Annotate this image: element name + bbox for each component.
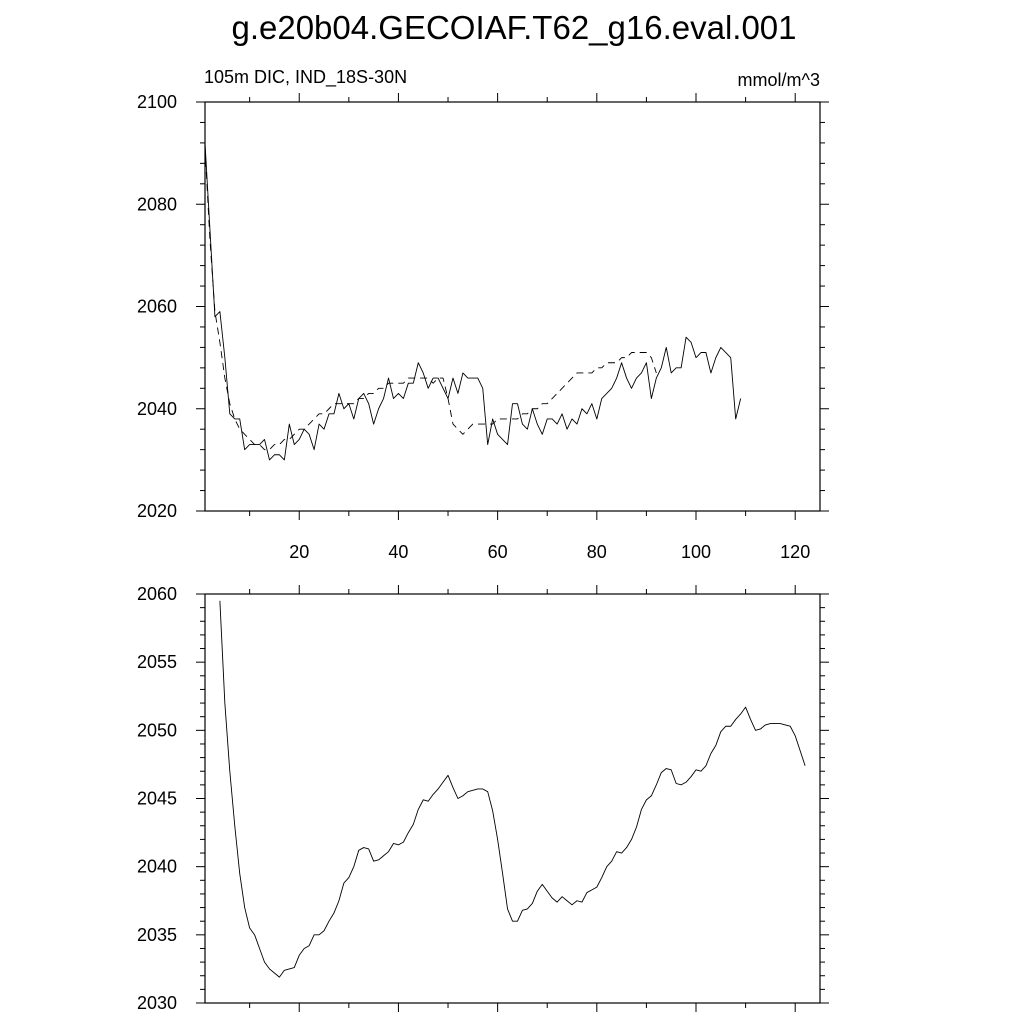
x-tick-label: 100 xyxy=(681,542,711,562)
x-tick-label: 20 xyxy=(289,542,309,562)
y-tick-label: 2080 xyxy=(137,194,177,214)
bottom-panel-lines xyxy=(219,600,806,978)
top-panel-left-label: 105m DIC, IND_18S-30N xyxy=(204,67,407,88)
top-panel: 105m DIC, IND_18S-30N mmol/m^3 202020402… xyxy=(137,67,829,562)
y-tick-label: 2020 xyxy=(137,501,177,521)
y-tick-label: 2040 xyxy=(137,857,177,877)
y-tick-label: 2060 xyxy=(137,297,177,317)
figure-title: g.e20b04.GECOIAF.T62_g16.eval.001 xyxy=(231,9,796,46)
series-line-solid xyxy=(204,142,742,461)
x-tick-label: 60 xyxy=(488,542,508,562)
y-tick-label: 2055 xyxy=(137,652,177,672)
top-panel-right-label: mmol/m^3 xyxy=(738,70,820,90)
series-line-solid xyxy=(219,600,806,978)
bottom-panel-frame xyxy=(204,593,821,1004)
top-panel-frame xyxy=(204,101,821,512)
series-line-dashed xyxy=(204,147,657,451)
x-tick-label: 80 xyxy=(587,542,607,562)
x-tick-label: 40 xyxy=(388,542,408,562)
y-tick-label: 2035 xyxy=(137,925,177,945)
y-tick-label: 2100 xyxy=(137,92,177,112)
y-tick-label: 2060 xyxy=(137,584,177,604)
x-tick-label: 120 xyxy=(780,542,810,562)
y-tick-label: 2045 xyxy=(137,789,177,809)
y-tick-label: 2030 xyxy=(137,993,177,1013)
bottom-panel-ticks: 2030 2035 2040 2045 2050 2055 2060 xyxy=(137,584,829,1013)
bottom-panel: 2030 2035 2040 2045 2050 2055 2060 xyxy=(137,584,829,1013)
y-tick-label: 2040 xyxy=(137,399,177,419)
top-panel-lines xyxy=(204,142,742,461)
y-tick-label: 2050 xyxy=(137,720,177,740)
